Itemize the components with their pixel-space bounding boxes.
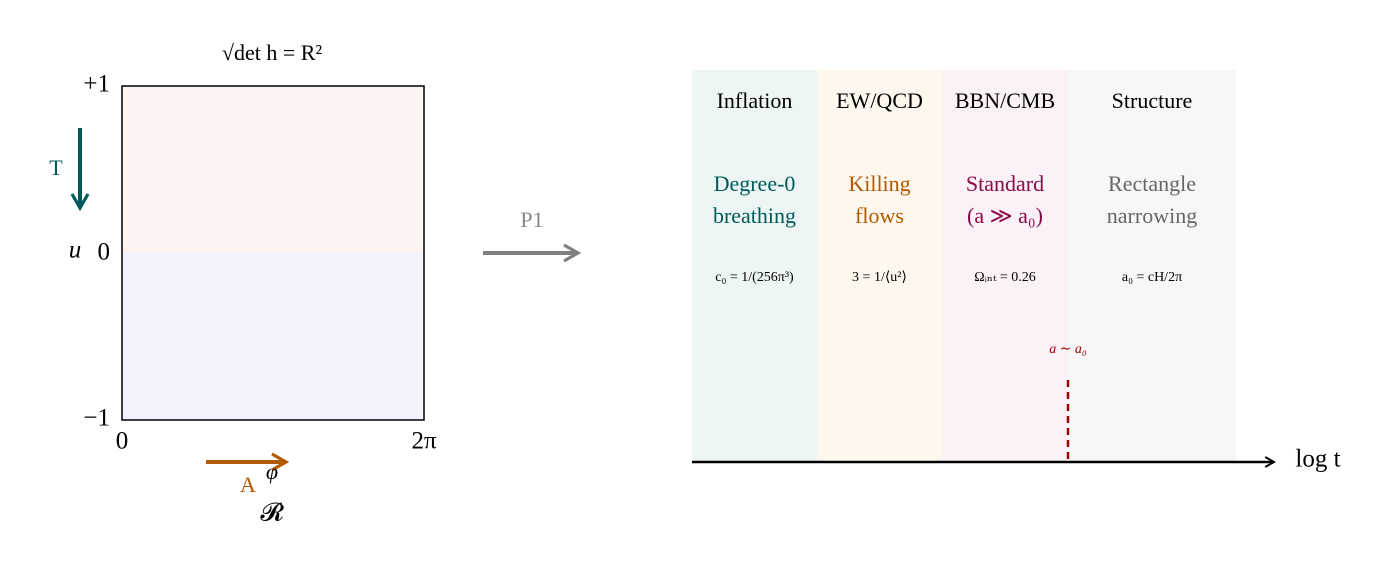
upper-region <box>122 86 424 252</box>
era-formula: c₀ = 1/(256π³) <box>715 270 794 285</box>
era-name: Structure <box>1112 88 1193 113</box>
era-name: BBN/CMB <box>955 88 1055 113</box>
axis-label: log t <box>1295 446 1340 473</box>
era-band <box>692 70 817 462</box>
era-description: breathing <box>713 203 796 228</box>
era-description: narrowing <box>1107 203 1197 228</box>
era-description: Killing <box>848 171 910 196</box>
x-label: 2π <box>411 428 437 455</box>
era-description: Degree-0 <box>714 171 796 196</box>
era-description: (a ≫ a₀) <box>967 203 1043 228</box>
lower-region <box>122 252 424 420</box>
era-formula: a₀ = cH/2π <box>1122 270 1182 285</box>
era-band <box>942 70 1068 462</box>
era-formula: Ωᵢₙₜ = 0.26 <box>974 270 1036 285</box>
era-description: flows <box>855 203 904 228</box>
era-band <box>1068 70 1236 462</box>
panel-title: √det h = R² <box>222 40 323 65</box>
arrow-label: T <box>49 155 63 180</box>
phi-label: φ <box>266 459 278 484</box>
transition-label: P1 <box>520 207 543 232</box>
era-name: Inflation <box>717 88 793 113</box>
x-label: 0 <box>116 428 129 455</box>
frame <box>121 85 425 421</box>
axis-var: u <box>69 237 82 264</box>
arrow-label: A <box>240 472 256 497</box>
r-label: 𝓡 <box>260 500 284 527</box>
era-formula: 3 = 1/⟨u²⟩ <box>852 270 907 285</box>
era-description: Standard <box>966 171 1044 196</box>
marker-label: a ∼ a₀ <box>1049 342 1087 357</box>
y-label: +1 <box>83 71 110 98</box>
era-band <box>817 70 942 462</box>
era-name: EW/QCD <box>836 88 923 113</box>
era-description: Rectangle <box>1108 171 1196 196</box>
y-label: −1 <box>83 405 110 432</box>
y-label: 0 <box>98 239 111 266</box>
eras: Inflation Degree-0 breathing c₀ = 1/(256π³)… <box>692 70 1236 462</box>
